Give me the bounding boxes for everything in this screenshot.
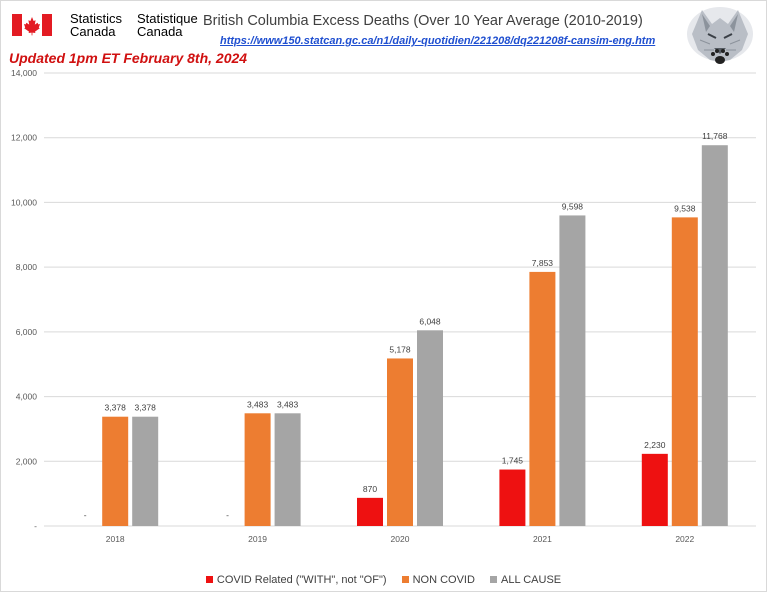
statistique-canada-logo-text: Statistique Canada (137, 11, 198, 39)
data-label-non-covid: 3,483 (247, 399, 269, 409)
y-tick-label: 8,000 (16, 262, 38, 272)
y-tick-label: 6,000 (16, 327, 38, 337)
legend-item-covid: COVID Related ("WITH", not "OF") (205, 574, 387, 586)
bar-all-cause-2020 (417, 330, 443, 526)
legend-item-all-cause: ALL CAUSE (490, 574, 561, 586)
updated-note: Updated 1pm ET February 8th, 2024 (9, 50, 248, 66)
data-label-non-covid: 3,378 (105, 403, 127, 413)
data-label-all-cause: 11,768 (702, 131, 728, 141)
data-label-all-cause: 3,483 (277, 399, 299, 409)
legend-label-covid: COVID Related ("WITH", not "OF") (216, 574, 387, 586)
y-tick-label: 12,000 (11, 133, 37, 143)
legend-swatch-non-covid (401, 576, 409, 583)
legend-item-non-covid: NON COVID (401, 574, 475, 586)
data-label-all-cause: 9,598 (562, 201, 584, 211)
chart-title: British Columbia Excess Deaths (Over 10 … (203, 13, 643, 29)
y-tick-label: - (34, 521, 37, 531)
legend-label-non-covid: NON COVID (412, 574, 475, 586)
bar-non-covid-2022 (671, 217, 698, 527)
data-label-non-covid: 9,538 (674, 203, 696, 213)
legend-label-all-cause: ALL CAUSE (501, 574, 562, 586)
y-tick-label: 10,000 (11, 197, 37, 207)
legend-swatch-covid (205, 576, 213, 583)
data-label-covid: - (226, 510, 229, 520)
x-tick-label: 2018 (106, 534, 125, 544)
statistics-canada-logo-text: Statistics Canada (70, 11, 123, 39)
bar-non-covid-2018 (102, 416, 129, 526)
x-tick-label: 2019 (248, 534, 267, 544)
wolf-logo-icon (687, 7, 753, 64)
data-label-covid: 2,230 (644, 440, 666, 450)
bar-all-cause-2022 (701, 145, 728, 527)
bar-non-covid-2019 (244, 413, 271, 526)
bar-covid-2022 (641, 453, 668, 526)
source-link[interactable]: https://www150.statcan.gc.ca/n1/daily-qu… (220, 35, 656, 47)
x-tick-label: 2021 (533, 534, 552, 544)
x-tick-label: 2020 (391, 534, 410, 544)
data-label-all-cause: 6,048 (419, 316, 441, 326)
bar-all-cause-2021 (559, 215, 586, 526)
data-label-covid: 1,745 (502, 456, 524, 466)
legend-swatch-all-cause (490, 576, 497, 583)
data-label-non-covid: 7,853 (532, 258, 554, 268)
bar-all-cause-2019 (274, 413, 301, 526)
x-tick-label: 2022 (675, 534, 694, 544)
y-tick-label: 2,000 (16, 456, 38, 466)
bar-covid-2020 (357, 497, 383, 526)
bar-non-covid-2020 (387, 358, 413, 526)
y-tick-label: 14,000 (11, 68, 37, 78)
chart-legend: COVID Related ("WITH", not "OF") NON COV… (0, 574, 767, 586)
y-tick-label: 4,000 (16, 392, 38, 402)
data-label-covid: - (84, 510, 87, 520)
bar-non-covid-2021 (529, 271, 556, 526)
bar-all-cause-2018 (132, 416, 159, 526)
bar-covid-2021 (499, 469, 526, 526)
canada-flag-icon (12, 14, 52, 36)
data-label-non-covid: 5,178 (389, 344, 411, 354)
data-label-covid: 870 (363, 484, 377, 494)
data-label-all-cause: 3,378 (135, 403, 157, 413)
